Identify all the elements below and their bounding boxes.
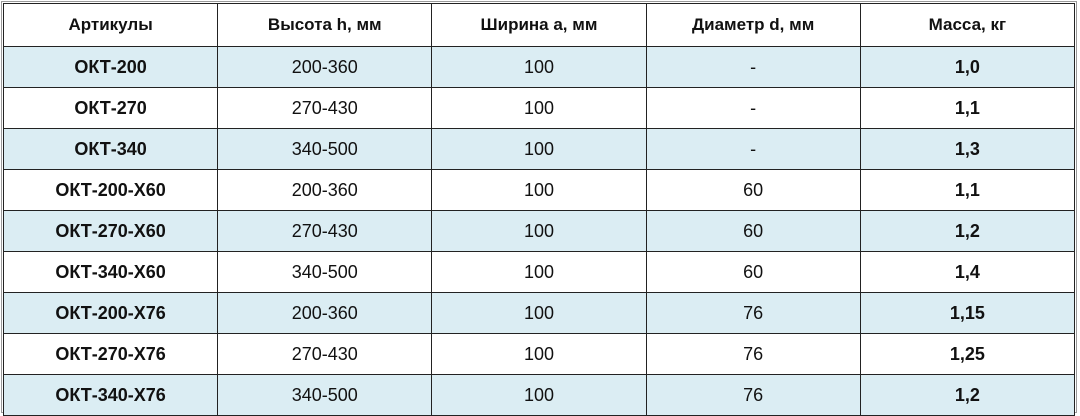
column-header-mass: Масса, кг (859, 3, 1076, 47)
table-row: ОКТ-340-Х60 340-500 100 60 1,4 (2, 251, 1076, 293)
cell-height: 340-500 (217, 374, 433, 416)
cell-diameter: 60 (645, 169, 861, 211)
cell-mass: 1,1 (859, 169, 1076, 211)
cell-height: 200-360 (217, 292, 433, 334)
column-header-diameter: Диаметр d, мм (645, 3, 861, 47)
column-header-height: Высота h, мм (217, 3, 433, 47)
cell-diameter: - (645, 87, 861, 129)
cell-article: ОКТ-340-Х76 (2, 374, 219, 416)
cell-article: ОКТ-270-Х60 (2, 210, 219, 252)
cell-mass: 1,0 (859, 46, 1076, 88)
cell-width: 100 (431, 128, 647, 170)
cell-width: 100 (431, 46, 647, 88)
cell-height: 200-360 (217, 169, 433, 211)
table-row: ОКТ-200 200-360 100-1,0 (2, 46, 1076, 88)
table-row: ОКТ-200-Х60 200-360 100 60 1,1 (2, 169, 1076, 211)
product-table: Артикулы Высота h, мм Ширина a, мм Диаметр … (2, 3, 1076, 416)
cell-height: 200-360 (217, 46, 433, 88)
cell-diameter: 60 (645, 251, 861, 293)
cell-mass: 1,15 (859, 292, 1076, 334)
cell-article: ОКТ-200-Х60 (2, 169, 219, 211)
column-header-width: Ширина a, мм (431, 3, 647, 47)
cell-article: ОКТ-340 (2, 128, 219, 170)
cell-article: ОКТ-270 (2, 87, 219, 129)
table-row: ОКТ-340 340-500 100-1,3 (2, 128, 1076, 170)
cell-width: 100 (431, 169, 647, 211)
cell-width: 100 (431, 251, 647, 293)
column-header-article: Артикулы (2, 3, 219, 47)
cell-height: 340-500 (217, 128, 433, 170)
cell-width: 100 (431, 210, 647, 252)
cell-width: 100 (431, 374, 647, 416)
cell-mass: 1,3 (859, 128, 1076, 170)
cell-mass: 1,2 (859, 374, 1076, 416)
table-row: ОКТ-200-Х76 200-360 100 76 1,15 (2, 292, 1076, 334)
cell-width: 100 (431, 333, 647, 375)
cell-diameter: 76 (645, 292, 861, 334)
cell-diameter: - (645, 128, 861, 170)
cell-diameter: - (645, 46, 861, 88)
table-row: ОКТ-270-Х60 270-430 100 60 1,2 (2, 210, 1076, 252)
cell-height: 270-430 (217, 87, 433, 129)
cell-diameter: 76 (645, 333, 861, 375)
table-row: ОКТ-340-Х76 340-500 100 76 1,2 (2, 374, 1076, 416)
cell-mass: 1,1 (859, 87, 1076, 129)
cell-width: 100 (431, 292, 647, 334)
cell-diameter: 76 (645, 374, 861, 416)
cell-mass: 1,25 (859, 333, 1076, 375)
cell-article: ОКТ-200 (2, 46, 219, 88)
cell-article: ОКТ-270-Х76 (2, 333, 219, 375)
cell-mass: 1,4 (859, 251, 1076, 293)
table-row: ОКТ-270 270-430 100-1,1 (2, 87, 1076, 129)
cell-height: 340-500 (217, 251, 433, 293)
cell-article: ОКТ-340-Х60 (2, 251, 219, 293)
cell-height: 270-430 (217, 210, 433, 252)
cell-diameter: 60 (645, 210, 861, 252)
table-row: ОКТ-270-Х76 270-430 100 76 1,25 (2, 333, 1076, 375)
cell-mass: 1,2 (859, 210, 1076, 252)
cell-height: 270-430 (217, 333, 433, 375)
header-row: Артикулы Высота h, мм Ширина a, мм Диаметр … (2, 3, 1076, 47)
cell-article: ОКТ-200-Х76 (2, 292, 219, 334)
cell-width: 100 (431, 87, 647, 129)
